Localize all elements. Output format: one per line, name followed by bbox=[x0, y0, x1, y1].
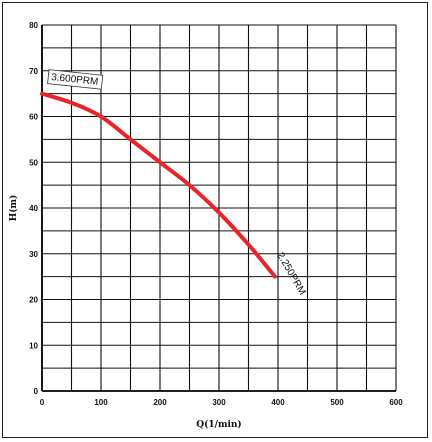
x-tick-label: 0 bbox=[40, 398, 45, 407]
y-tick-label: 50 bbox=[29, 158, 38, 167]
x-tick-label: 300 bbox=[212, 398, 226, 407]
annotation-start: 3.600PRM bbox=[47, 69, 104, 90]
x-tick-label: 400 bbox=[271, 398, 285, 407]
x-axis-label: Q(1/min) bbox=[196, 419, 241, 430]
y-axis-label: H(m) bbox=[8, 195, 19, 222]
y-tick-label: 80 bbox=[29, 21, 38, 30]
y-tick-label: 60 bbox=[29, 113, 38, 122]
x-tick-label: 500 bbox=[330, 398, 344, 407]
y-tick-label: 70 bbox=[29, 67, 38, 76]
x-tick-label: 100 bbox=[94, 398, 108, 407]
y-tick-label: 10 bbox=[29, 341, 38, 350]
y-tick-label: 30 bbox=[29, 250, 38, 259]
annotation-start-box bbox=[47, 69, 104, 90]
x-tick-labels: 0 100 200 300 400 500 600 bbox=[40, 398, 403, 407]
series-layer bbox=[40, 91, 278, 279]
y-tick-labels: 0 10 20 30 40 50 60 70 80 bbox=[29, 21, 38, 396]
axes bbox=[41, 25, 396, 392]
x-tick-label: 600 bbox=[389, 398, 403, 407]
x-tick-label: 200 bbox=[153, 398, 167, 407]
y-tick-label: 40 bbox=[29, 204, 38, 213]
annotation-end-label: 2.250PRM bbox=[274, 251, 307, 297]
annotation-start-label: 3.600PRM bbox=[51, 72, 99, 88]
y-tick-label: 20 bbox=[29, 296, 38, 305]
y-tick-label: 0 bbox=[34, 387, 39, 396]
